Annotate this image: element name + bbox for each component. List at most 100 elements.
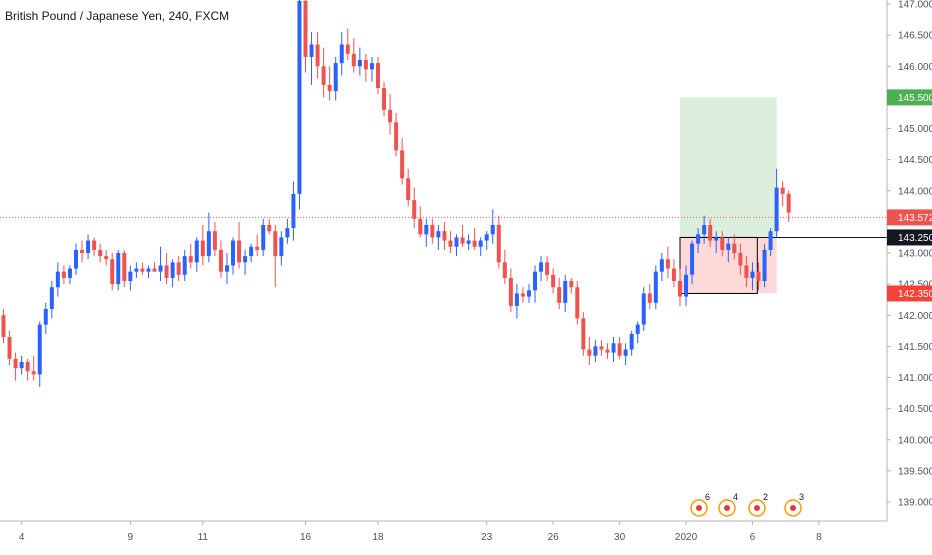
stop-price-tag-label: 142.350 xyxy=(898,289,932,300)
candle xyxy=(696,228,701,253)
candle-body xyxy=(61,271,66,278)
candle xyxy=(575,281,580,325)
candle-body xyxy=(285,228,290,238)
candle-body xyxy=(472,240,477,247)
candle xyxy=(1,309,6,344)
plot-area: 6 4 2 3 xyxy=(0,0,887,517)
current-price-tag-box xyxy=(887,209,932,226)
event-marker: 4 xyxy=(718,492,738,517)
candle-body xyxy=(394,122,399,151)
candle-body xyxy=(659,259,664,272)
candle-body xyxy=(200,240,205,257)
flag-center xyxy=(790,505,796,511)
candle-body xyxy=(744,265,749,278)
candle xyxy=(110,253,115,291)
candle xyxy=(599,340,604,356)
candle xyxy=(714,231,719,253)
candle xyxy=(164,253,169,285)
candle xyxy=(545,256,550,282)
x-tick-label: 9 xyxy=(128,532,134,543)
candle-body xyxy=(726,243,731,250)
x-tick-label: 11 xyxy=(198,532,209,543)
candle-body xyxy=(702,224,707,235)
candle xyxy=(756,262,761,291)
chart-title: British Pound / Japanese Yen, 240, FXCM xyxy=(5,9,229,23)
candle xyxy=(671,259,676,288)
flag-center xyxy=(754,505,760,511)
current-price-tag: 143.572 xyxy=(887,209,932,226)
candle-body xyxy=(424,224,429,235)
candle-body xyxy=(581,318,586,350)
candle-body xyxy=(599,346,604,350)
candle-body xyxy=(13,358,18,369)
candle-body xyxy=(575,287,580,319)
candle xyxy=(279,231,284,266)
candle xyxy=(466,234,471,250)
candle xyxy=(629,330,634,356)
candle-body xyxy=(218,249,223,272)
flag-center xyxy=(696,505,702,511)
candle xyxy=(351,38,356,73)
candle-body xyxy=(49,287,54,310)
candle xyxy=(224,253,229,285)
candle xyxy=(309,32,314,85)
candle xyxy=(496,215,501,269)
candle xyxy=(176,256,181,282)
x-tick-label: 2020 xyxy=(675,532,698,543)
candle-body xyxy=(122,253,127,282)
candle xyxy=(25,358,30,381)
candle xyxy=(460,224,465,247)
candle-body xyxy=(635,324,640,334)
x-tick-label: 26 xyxy=(548,532,560,543)
y-tick-label: 146.500 xyxy=(898,31,932,42)
candle xyxy=(430,218,435,244)
candle-body xyxy=(375,63,380,89)
y-tick-label: 147.000 xyxy=(898,0,932,11)
candle-body xyxy=(569,281,574,288)
candle-body xyxy=(224,265,229,272)
candle-body xyxy=(665,259,670,269)
candle xyxy=(774,168,779,238)
candle-body xyxy=(496,224,501,263)
event-count: 6 xyxy=(705,492,710,502)
candle-body xyxy=(629,333,634,350)
candle xyxy=(140,262,145,275)
candle-body xyxy=(623,349,628,356)
candle-body xyxy=(774,187,779,232)
candle-body xyxy=(490,224,495,235)
candle-body xyxy=(237,240,242,263)
event-count: 4 xyxy=(733,492,738,502)
candle-body xyxy=(460,237,465,244)
candle-body xyxy=(684,274,689,297)
candle xyxy=(563,274,568,313)
candle xyxy=(267,218,272,235)
candle-body xyxy=(206,231,211,257)
candle-body xyxy=(261,224,266,250)
candle-body xyxy=(750,271,755,278)
candle xyxy=(587,337,592,366)
event-count: 2 xyxy=(763,492,768,502)
candle-body xyxy=(671,268,676,282)
candle xyxy=(605,343,610,359)
target-price-tag-box xyxy=(887,89,932,106)
candle xyxy=(369,56,374,82)
candle xyxy=(539,256,544,282)
candle-body xyxy=(762,249,767,282)
candle-body xyxy=(406,178,411,201)
candle-body xyxy=(279,237,284,257)
candle-body xyxy=(55,271,60,288)
candle xyxy=(116,249,121,291)
candle xyxy=(732,234,737,260)
candle xyxy=(684,265,689,306)
y-tick-label: 142.500 xyxy=(898,280,932,291)
candle-body xyxy=(116,253,121,285)
target-zone xyxy=(680,97,777,238)
candle xyxy=(13,352,18,381)
candle xyxy=(158,246,163,282)
candle-body xyxy=(539,262,544,272)
candle-body xyxy=(720,237,725,250)
candle xyxy=(297,0,302,210)
candle xyxy=(508,268,513,313)
